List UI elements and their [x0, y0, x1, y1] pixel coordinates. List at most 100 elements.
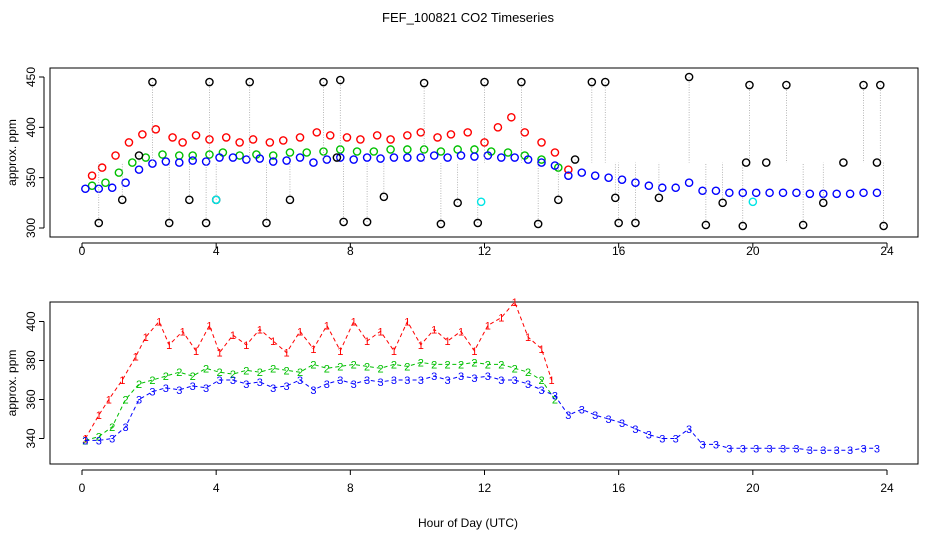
data-point	[128, 158, 137, 167]
data-point: 1	[324, 320, 330, 332]
series-4	[211, 195, 758, 207]
data-point	[778, 188, 788, 198]
data-point	[335, 145, 345, 154]
data-point	[319, 147, 328, 156]
data-point: 1	[525, 332, 531, 344]
data-point	[631, 178, 640, 187]
x-tick-label: 0	[79, 481, 86, 495]
data-point: 1	[404, 317, 410, 329]
data-point: 3	[699, 439, 705, 451]
data-point	[134, 165, 144, 174]
data-point	[349, 155, 358, 164]
data-point	[379, 192, 389, 202]
data-point	[537, 138, 546, 147]
data-point	[403, 153, 412, 162]
data-point	[416, 153, 426, 162]
x-tick-label: 24	[880, 481, 894, 495]
data-point: 3	[552, 391, 558, 403]
data-point	[550, 148, 560, 157]
data-point	[537, 155, 546, 164]
data-point	[657, 183, 667, 193]
y-tick-label: 350	[24, 167, 38, 187]
data-point	[550, 161, 560, 170]
data-point	[205, 135, 214, 144]
data-point: 2	[284, 365, 290, 377]
data-point: 3	[136, 395, 142, 407]
data-point: 1	[297, 326, 303, 338]
data-point	[711, 186, 721, 196]
data-point	[564, 165, 573, 174]
data-point	[369, 147, 379, 156]
data-point: 1	[364, 336, 370, 348]
data-point	[87, 171, 97, 180]
data-point: 3	[123, 422, 129, 434]
data-point	[748, 197, 758, 207]
data-point: 3	[216, 375, 222, 387]
data-point	[235, 138, 244, 147]
data-point	[765, 188, 774, 198]
data-point	[738, 221, 748, 231]
data-point: 3	[740, 443, 746, 455]
data-point	[94, 218, 104, 228]
data-point: 2	[163, 371, 169, 383]
data-point	[174, 151, 184, 160]
data-point: 2	[377, 363, 383, 375]
x-tick-label: 12	[478, 244, 492, 258]
series-line	[85, 375, 877, 451]
data-point: 3	[109, 434, 115, 446]
data-point: 3	[793, 443, 799, 455]
data-point	[782, 80, 791, 90]
data-point	[242, 155, 251, 164]
data-point: 2	[445, 359, 451, 371]
data-point	[332, 153, 342, 162]
data-point: 3	[284, 381, 290, 393]
data-point: 3	[498, 375, 504, 387]
data-point	[510, 153, 519, 162]
data-point	[386, 135, 395, 144]
data-point: 1	[377, 326, 383, 338]
data-point: 1	[180, 326, 186, 338]
data-point	[134, 151, 144, 160]
data-point	[600, 77, 610, 87]
data-point	[614, 218, 623, 228]
data-point: 1	[549, 375, 555, 387]
data-point	[228, 153, 238, 162]
y-tick-label: 400	[24, 311, 38, 331]
data-point	[111, 151, 120, 160]
data-point: 3	[606, 414, 612, 426]
data-point	[262, 218, 271, 228]
data-point	[148, 77, 157, 87]
data-point	[798, 220, 808, 230]
top-panel: 0 4 8 12 16 20 24 300 350 400 450 approx. ppm	[5, 67, 919, 258]
data-point: 2	[471, 357, 477, 369]
x-tick-label: 16	[612, 481, 626, 495]
data-point: 3	[726, 443, 732, 455]
data-point	[268, 157, 278, 166]
data-point	[211, 195, 221, 205]
data-point: 1	[391, 346, 397, 358]
data-point	[470, 152, 479, 161]
x-axis: 0 4 8 12 16 20 24	[79, 469, 894, 495]
data-point	[245, 77, 255, 87]
data-point	[429, 151, 439, 160]
data-point: 2	[418, 357, 424, 369]
data-point	[463, 128, 473, 137]
data-point: 3	[351, 379, 357, 391]
data-point: 2	[337, 361, 343, 373]
data-point	[453, 198, 462, 208]
data-point: 2	[176, 367, 182, 379]
data-point	[631, 218, 640, 228]
data-point: 1	[230, 330, 236, 342]
data-point	[564, 171, 573, 180]
data-point	[416, 128, 426, 137]
data-point: 3	[673, 434, 679, 446]
data-point: 3	[659, 434, 665, 446]
data-point	[520, 128, 530, 137]
chart-title: FEF_100821 CO2 Timeseries	[382, 10, 554, 25]
data-point	[671, 183, 680, 193]
data-point: 3	[243, 379, 249, 391]
data-point: 2	[190, 371, 196, 383]
series-2	[81, 151, 882, 199]
